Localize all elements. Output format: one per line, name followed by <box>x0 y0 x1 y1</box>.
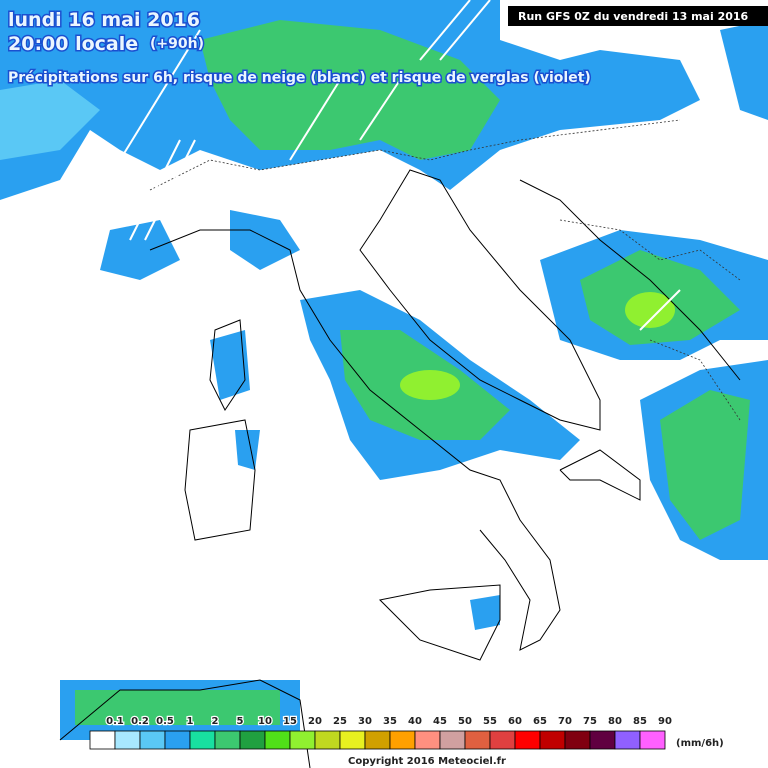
legend-swatch <box>489 730 516 750</box>
legend-label: 5 <box>237 716 244 727</box>
legend-swatch <box>639 730 666 750</box>
legend-label: 30 <box>358 716 372 727</box>
legend-swatch <box>214 730 241 750</box>
borders <box>149 119 741 421</box>
legend-swatch <box>414 730 441 750</box>
legend-label: 2 <box>212 716 219 727</box>
legend-label: 20 <box>308 716 322 727</box>
legend-swatch <box>264 730 291 750</box>
subtitle: Précipitations sur 6h, risque de neige (… <box>8 70 591 86</box>
legend-swatch <box>114 730 141 750</box>
legend-swatch <box>364 730 391 750</box>
legend-label: 35 <box>383 716 397 727</box>
legend-label: 85 <box>633 716 647 727</box>
legend-swatch <box>539 730 566 750</box>
snow-hatch <box>119 0 681 331</box>
legend-label: 15 <box>283 716 297 727</box>
legend-swatch <box>314 730 341 750</box>
legend-swatch <box>289 730 316 750</box>
legend-label: 25 <box>333 716 347 727</box>
legend-swatch <box>514 730 541 750</box>
legend-label: 10 <box>258 716 272 727</box>
run-info: Run GFS 0Z du vendredi 13 mai 2016 <box>518 10 749 23</box>
legend-label: 80 <box>608 716 622 727</box>
copyright: Copyright 2016 Meteociel.fr <box>348 756 506 767</box>
lead-time: (+90h) <box>150 36 204 52</box>
coastlines <box>59 169 741 768</box>
legend-label: 75 <box>583 716 597 727</box>
legend-label: 55 <box>483 716 497 727</box>
legend-label: 0.5 <box>156 716 174 727</box>
legend-label: 45 <box>433 716 447 727</box>
legend-swatch <box>464 730 491 750</box>
legend-swatch <box>339 730 366 750</box>
legend-swatch <box>439 730 466 750</box>
legend-swatch <box>389 730 416 750</box>
date-title: lundi 16 mai 2016 <box>8 9 200 31</box>
legend-swatch <box>564 730 591 750</box>
legend: 0.1 0.2 0.5 1 2 5 10 15 20 25 30 35 40 45 50 55 60 65 70 75… <box>89 715 673 750</box>
legend-label: 90 <box>658 716 672 727</box>
legend-label: 0.2 <box>131 716 149 727</box>
time-title: 20:00 locale <box>8 33 138 55</box>
legend-label: 65 <box>533 716 547 727</box>
legend-swatch <box>239 730 266 750</box>
legend-label: 70 <box>558 716 572 727</box>
legend-swatch <box>189 730 216 750</box>
legend-label: 50 <box>458 716 472 727</box>
legend-unit: (mm/6h) <box>676 738 724 749</box>
legend-swatch <box>139 730 166 750</box>
legend-swatch <box>614 730 641 750</box>
legend-swatch <box>589 730 616 750</box>
legend-label: 40 <box>408 716 422 727</box>
legend-label: 0.1 <box>106 716 124 727</box>
legend-swatch <box>89 730 116 750</box>
legend-swatch <box>164 730 191 750</box>
run-box <box>508 6 768 26</box>
legend-label: 60 <box>508 716 522 727</box>
precipitation <box>0 0 768 740</box>
legend-label: 1 <box>187 716 194 727</box>
